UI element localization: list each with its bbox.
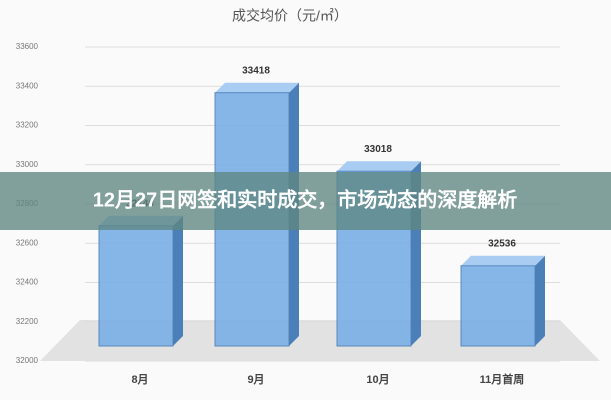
bar [98,225,174,347]
value-label: 33418 [242,65,270,76]
y-tick-label: 33600 [16,42,39,51]
banner-band [0,172,611,230]
chart-title: 成交均价（元/㎡） [232,8,348,24]
banner-text: 12月27日网签和实时成交，市场动态的深度解析 [93,187,518,211]
y-tick-label: 32000 [16,356,39,365]
y-tick-label: 32400 [16,278,39,287]
x-tick-label: 8月 [131,373,148,386]
bar-side [173,215,183,346]
bar-top [215,82,299,93]
y-tick-label: 33400 [16,81,39,90]
value-label: 32536 [488,238,516,249]
value-label: 33018 [364,144,392,155]
y-tick-label: 33000 [16,160,39,169]
bar-top [337,161,421,172]
y-tick-label: 32200 [16,317,39,326]
x-tick-label: 9月 [247,373,264,386]
bar-top [461,255,545,266]
y-tick-label: 32600 [16,238,39,247]
y-tick-label: 33200 [16,121,39,130]
x-tick-label: 10月 [366,373,389,386]
bar-side [535,255,545,346]
x-tick-label: 11月首周 [480,372,525,386]
bar [460,265,536,347]
